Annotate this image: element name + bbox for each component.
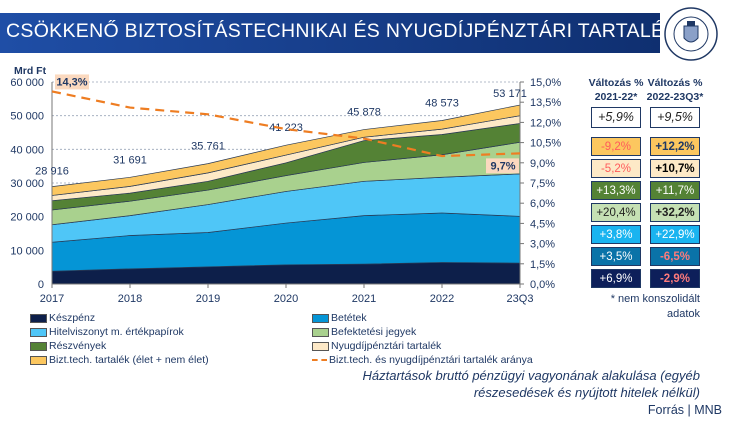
legend-swatch bbox=[312, 341, 329, 351]
legend-swatch bbox=[30, 327, 47, 337]
caption-line: Háztartások bruttó pénzügyi vagyonának a… bbox=[362, 368, 701, 383]
total-label: 28 916 bbox=[35, 166, 69, 178]
y2-tick-label: 0,0% bbox=[530, 279, 555, 291]
x-tick-label: 2018 bbox=[118, 293, 142, 305]
change-cell: +3,8% bbox=[591, 225, 641, 244]
legend-label: Készpénz bbox=[49, 312, 96, 324]
total-label: 35 761 bbox=[191, 141, 225, 153]
y2-tick-label: 10,5% bbox=[530, 138, 561, 150]
y-tick-label: 10 000 bbox=[10, 245, 44, 257]
legend-item: Betétek bbox=[312, 312, 367, 324]
legend-label: Befektetési jegyek bbox=[331, 326, 417, 338]
change-cell: -2,9% bbox=[650, 269, 700, 288]
caption-line: részesedések és nyújtott hitelek nélkül) bbox=[473, 385, 700, 400]
legend-swatch bbox=[312, 313, 329, 323]
change-cell: +3,5% bbox=[591, 247, 641, 266]
change-cell: -9,2% bbox=[591, 137, 641, 156]
y2-tick-label: 3,0% bbox=[530, 239, 555, 251]
y2-tick-label: 6,0% bbox=[530, 198, 555, 210]
total-label: 41 223 bbox=[269, 122, 303, 134]
legend-swatch bbox=[312, 327, 329, 337]
y2-tick-label: 4,5% bbox=[530, 218, 555, 230]
legend-label: Hitelviszonyt m. értékpapírok bbox=[49, 326, 184, 338]
total-label: 53 171 bbox=[493, 88, 527, 100]
x-tick-label: 2019 bbox=[196, 293, 220, 305]
change-cell: +10,7% bbox=[650, 159, 700, 178]
y-tick-label: 0 bbox=[38, 279, 44, 291]
legend-item: Bizt.tech. és nyugdíjpénztári tartalék a… bbox=[312, 354, 533, 366]
change-cell: +6,9% bbox=[591, 269, 641, 288]
legend-label: Betétek bbox=[331, 312, 367, 324]
change-cell: +32,2% bbox=[650, 203, 700, 222]
legend-label: Bizt.tech. tartalék (élet + nem élet) bbox=[49, 354, 209, 366]
legend-item: Nyugdíjpénztári tartalék bbox=[312, 340, 441, 352]
legend-dash bbox=[312, 359, 327, 361]
x-tick-label: 2017 bbox=[40, 293, 64, 305]
ratio-label-bg bbox=[486, 158, 519, 174]
total-change-cell: +9,5% bbox=[650, 107, 700, 128]
legend-item: Bizt.tech. tartalék (élet + nem élet) bbox=[30, 354, 209, 366]
legend-swatch bbox=[30, 313, 47, 323]
x-tick-label: 2020 bbox=[274, 293, 298, 305]
total-label: 45 878 bbox=[347, 107, 381, 119]
legend-label: Bizt.tech. és nyugdíjpénztári tartalék a… bbox=[329, 354, 533, 366]
legend-label: Részvények bbox=[49, 340, 107, 352]
x-tick-label: 2022 bbox=[430, 293, 454, 305]
change-cell: -6,5% bbox=[650, 247, 700, 266]
change-cell: +20,4% bbox=[591, 203, 641, 222]
column-header: Változás % 2021-22* bbox=[588, 77, 644, 103]
source: Forrás | MNB bbox=[647, 403, 722, 417]
y2-tick-label: 9,0% bbox=[530, 158, 555, 170]
page-title: CSÖKKENŐ BIZTOSÍTÁSTECHNIKAI ÉS NYUGDÍJP… bbox=[6, 20, 730, 42]
ratio-label-first: 14,3% bbox=[56, 76, 87, 88]
legend-item: Részvények bbox=[30, 340, 106, 352]
legend-swatch bbox=[30, 341, 47, 351]
change-cell: +11,7% bbox=[650, 181, 700, 200]
y-axis-title: Mrd Ft bbox=[14, 65, 47, 77]
ratio-label-last: 9,7% bbox=[490, 160, 515, 172]
y2-tick-label: 13,5% bbox=[530, 97, 561, 109]
legend-item: Hitelviszonyt m. értékpapírok bbox=[30, 326, 184, 338]
area-chart: 0 10 000 20 000 30 000 40 000 50 000 60 000 0,0… bbox=[10, 65, 561, 305]
legend-item: Készpénz bbox=[30, 312, 95, 324]
legend-label: Nyugdíjpénztári tartalék bbox=[331, 340, 442, 352]
table-note: * nem konszolidált adatok bbox=[610, 293, 700, 320]
legend-swatch bbox=[30, 355, 47, 365]
change-cell: +12,2% bbox=[650, 137, 700, 156]
ratio-label-bg bbox=[55, 74, 89, 90]
ratio-line bbox=[51, 90, 521, 158]
total-label: 48 573 bbox=[425, 97, 459, 109]
y-tick-label: 30 000 bbox=[10, 178, 44, 190]
legend-item: Befektetési jegyek bbox=[312, 326, 416, 338]
change-cell: +22,9% bbox=[650, 225, 700, 244]
total-change-cell: +5,9% bbox=[591, 107, 641, 128]
y2-tick-label: 12,0% bbox=[530, 117, 561, 129]
change-cell: -5,2% bbox=[591, 159, 641, 178]
y-tick-label: 60 000 bbox=[10, 77, 44, 89]
x-tick-label: 2021 bbox=[352, 293, 376, 305]
chart-caption: Háztartások bruttó pénzügyi vagyonának a… bbox=[363, 367, 701, 401]
change-cell: +13,3% bbox=[591, 181, 641, 200]
y2-tick-label: 1,5% bbox=[530, 259, 555, 271]
y-tick-label: 50 000 bbox=[10, 111, 44, 123]
y-tick-label: 20 000 bbox=[10, 212, 44, 224]
y2-tick-label: 15,0% bbox=[530, 77, 561, 89]
x-tick-label: 23Q3 bbox=[507, 293, 534, 305]
y-tick-label: 40 000 bbox=[10, 144, 44, 156]
mnb-logo bbox=[664, 7, 718, 61]
column-header: Változás % 2022-23Q3* bbox=[646, 77, 704, 103]
total-label: 31 691 bbox=[113, 154, 147, 166]
y2-tick-label: 7,5% bbox=[530, 178, 555, 190]
title-bar bbox=[0, 13, 660, 53]
